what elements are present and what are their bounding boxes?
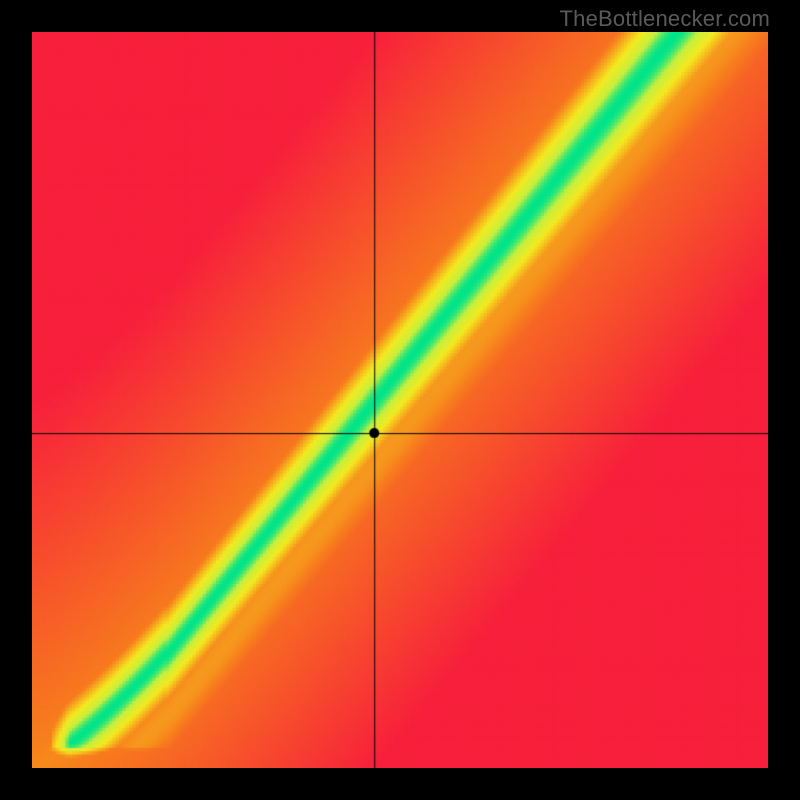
watermark-text: TheBottlenecker.com [560, 6, 770, 32]
heatmap-container [32, 32, 768, 768]
bottleneck-heatmap [32, 32, 768, 768]
chart-frame: TheBottlenecker.com [0, 0, 800, 800]
